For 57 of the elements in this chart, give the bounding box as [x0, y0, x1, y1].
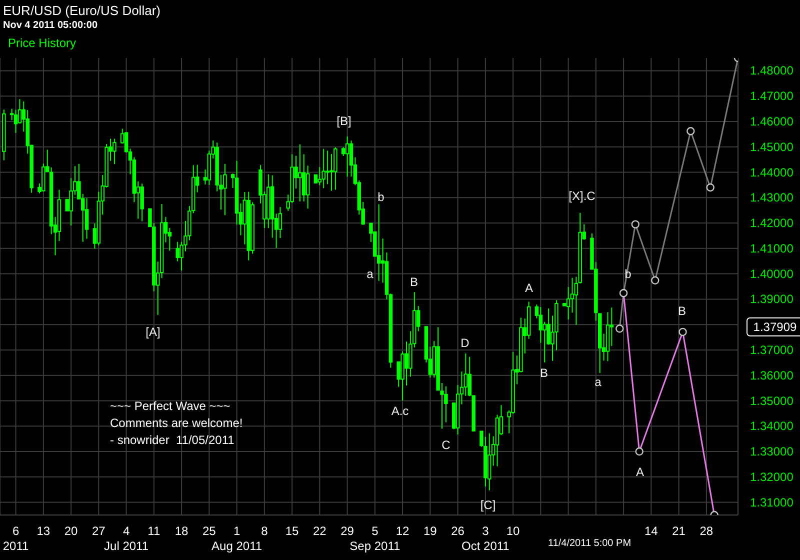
- annotation: [C]: [480, 498, 496, 512]
- y-tick-label: 1.37000: [750, 342, 794, 357]
- y-tick-label: 1.45000: [750, 140, 794, 154]
- x-tick-label: 25: [202, 524, 216, 538]
- annotation: a: [366, 267, 374, 281]
- y-tick-label: 1.48000: [750, 64, 794, 78]
- annotation: [A]: [146, 325, 160, 339]
- x-tick-label: 19: [423, 524, 438, 538]
- x-tick-label: 18: [174, 524, 189, 538]
- y-tick-label: 1.33000: [750, 444, 794, 459]
- y-tick-label: 1.42000: [750, 216, 794, 230]
- annotation: A.c: [391, 404, 409, 418]
- x-tick-label: 29: [340, 524, 354, 538]
- annotation: A: [636, 465, 644, 479]
- y-tick-label: 1.36000: [750, 368, 794, 382]
- x-tick-label: 20: [64, 524, 78, 538]
- x-tick-label: 22: [312, 524, 327, 538]
- annotation: [X].C: [568, 189, 596, 203]
- x-tick-label: 13: [36, 524, 50, 538]
- annotation: b: [378, 190, 384, 204]
- annotation: B: [540, 366, 548, 380]
- y-tick-label: 1.43000: [750, 190, 794, 205]
- x-tick-label: 12: [396, 524, 410, 538]
- text: Price History: [8, 36, 76, 50]
- y-tick-label: 1.41000: [750, 241, 794, 256]
- y-tick-label: 1.46000: [750, 114, 794, 128]
- x-tick-label: 4 Jul 2011: [104, 524, 149, 553]
- x-tick-label: 26: [451, 524, 465, 538]
- y-tick-label: 1.35000: [750, 394, 794, 408]
- chart-subtitle: Nov 4 2011 05:00:00: [3, 20, 98, 31]
- y-tick-label: 1.32000: [750, 470, 794, 484]
- x-tick-label: 11: [148, 524, 160, 538]
- y-tick-label: 1.44000: [750, 165, 794, 180]
- text: 11/4/2011 5:00 PM: [548, 538, 632, 550]
- y-tick-label: 1.37909: [753, 320, 798, 334]
- annotation: B: [678, 304, 686, 318]
- x-tick-label: 8: [261, 524, 268, 538]
- annotation: a: [594, 375, 602, 389]
- annotation: [B]: [336, 114, 352, 128]
- x-tick-label: 14: [644, 524, 658, 538]
- annotation: ~~~ Perfect Wave ~~~ Comments are welcome! - snowrider 11/05/2011: [110, 398, 243, 449]
- y-tick-label: 1.47000: [750, 89, 794, 104]
- annotation: b: [624, 267, 632, 281]
- x-tick-label: 21: [672, 524, 686, 538]
- y-tick-label: 1.39000: [750, 292, 794, 306]
- x-tick-label: 27: [92, 524, 106, 538]
- x-tick-label: 15: [285, 524, 300, 538]
- x-tick-label: 6 2011: [2, 524, 30, 553]
- annotation: A: [524, 281, 534, 295]
- x-tick-label: 28: [700, 524, 714, 538]
- annotation: B: [410, 275, 418, 289]
- chart-title: EUR/USD (Euro/US Dollar): [3, 3, 160, 18]
- annotation: D: [460, 336, 470, 350]
- y-tick-label: 1.31000: [750, 495, 794, 510]
- annotation: C: [442, 438, 450, 452]
- y-tick-label: 1.40000: [750, 266, 794, 281]
- y-tick-label: 1.34000: [750, 419, 794, 434]
